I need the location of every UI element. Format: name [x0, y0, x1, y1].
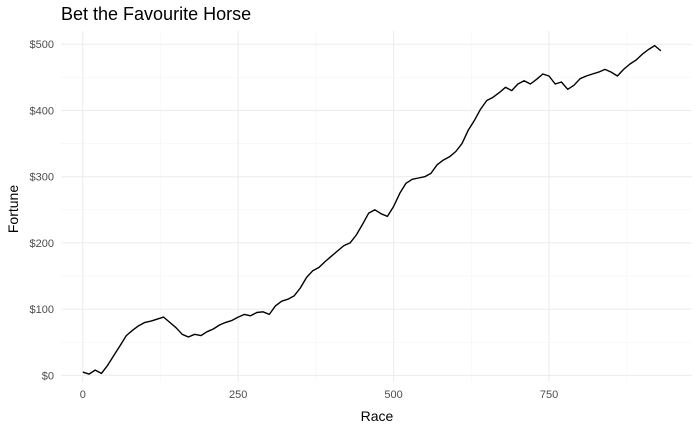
y-tick-label: $0: [42, 370, 54, 382]
fortune-series-line: [82, 44, 662, 375]
y-tick-label: $400: [30, 105, 54, 117]
x-axis-ticks: 0 250 500 750: [80, 389, 558, 401]
y-tick-label: $100: [30, 304, 54, 316]
y-axis-ticks: $0 $100 $200 $300 $400 $500: [30, 39, 54, 382]
grid: [61, 31, 692, 382]
x-tick-label: 750: [540, 389, 558, 401]
x-axis-title: Race: [361, 408, 394, 424]
y-tick-label: $500: [30, 39, 54, 51]
x-tick-label: 0: [80, 389, 86, 401]
x-tick-label: 500: [384, 389, 402, 401]
y-tick-label: $200: [30, 238, 54, 250]
x-tick-label: 250: [229, 389, 247, 401]
series-layer: [82, 44, 662, 375]
y-tick-label: $300: [30, 172, 54, 184]
y-axis-title: Fortune: [5, 185, 21, 233]
chart-title: Bet the Favourite Horse: [61, 4, 251, 24]
